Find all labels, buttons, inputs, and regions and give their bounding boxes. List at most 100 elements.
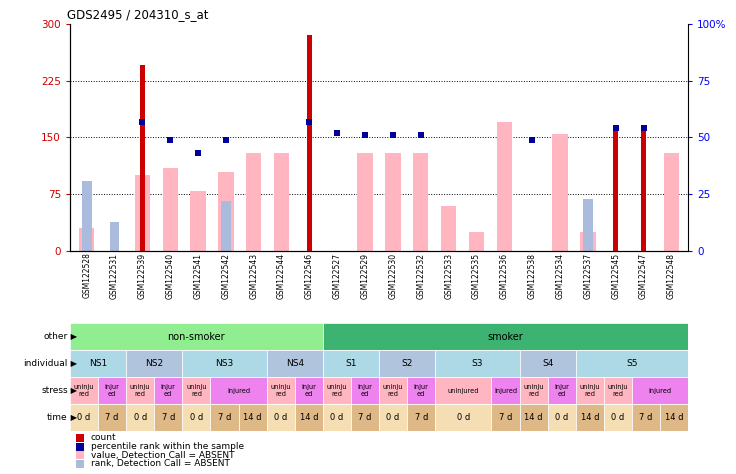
- Bar: [407, 377, 435, 404]
- Bar: [641, 126, 646, 251]
- Bar: [386, 153, 400, 251]
- Text: injur
ed: injur ed: [554, 384, 569, 397]
- Text: S4: S4: [542, 359, 553, 368]
- Bar: [126, 350, 183, 377]
- Text: ▶: ▶: [68, 359, 77, 368]
- Bar: [492, 404, 520, 431]
- Bar: [351, 404, 379, 431]
- Bar: [441, 206, 456, 251]
- Text: injur
ed: injur ed: [161, 384, 176, 397]
- Bar: [351, 377, 379, 404]
- Text: S2: S2: [401, 359, 413, 368]
- Bar: [76, 434, 83, 442]
- Bar: [379, 377, 407, 404]
- Text: NS3: NS3: [216, 359, 233, 368]
- Text: 7 d: 7 d: [499, 413, 512, 422]
- Text: smoker: smoker: [488, 332, 523, 342]
- Bar: [358, 153, 372, 251]
- Bar: [70, 377, 98, 404]
- Bar: [604, 377, 632, 404]
- Bar: [435, 350, 520, 377]
- Bar: [604, 404, 632, 431]
- Text: 14 d: 14 d: [524, 413, 543, 422]
- Bar: [492, 377, 520, 404]
- Text: injured: injured: [648, 388, 672, 394]
- Bar: [266, 404, 294, 431]
- Bar: [183, 404, 210, 431]
- Bar: [221, 201, 231, 251]
- Bar: [135, 175, 150, 251]
- Bar: [307, 35, 312, 251]
- Text: uninju
red: uninju red: [523, 384, 544, 397]
- Bar: [139, 118, 146, 125]
- Text: 0 d: 0 d: [274, 413, 287, 422]
- Text: 7 d: 7 d: [640, 413, 653, 422]
- Bar: [167, 137, 173, 143]
- Bar: [390, 132, 396, 138]
- Text: S1: S1: [345, 359, 357, 368]
- Bar: [155, 377, 183, 404]
- Text: other: other: [43, 332, 68, 341]
- Bar: [435, 404, 492, 431]
- Text: S3: S3: [472, 359, 483, 368]
- Bar: [323, 377, 351, 404]
- Text: NS4: NS4: [286, 359, 304, 368]
- Bar: [613, 126, 618, 251]
- Bar: [640, 125, 647, 131]
- Bar: [110, 222, 119, 251]
- Bar: [323, 404, 351, 431]
- Text: 14 d: 14 d: [581, 413, 599, 422]
- Bar: [210, 377, 266, 404]
- Text: 14 d: 14 d: [665, 413, 683, 422]
- Text: count: count: [91, 433, 116, 442]
- Text: ▶: ▶: [68, 386, 77, 395]
- Text: 7 d: 7 d: [105, 413, 118, 422]
- Bar: [576, 404, 604, 431]
- Text: 0 d: 0 d: [190, 413, 203, 422]
- Bar: [413, 153, 428, 251]
- Bar: [223, 137, 229, 143]
- Text: stress: stress: [41, 386, 68, 395]
- Bar: [210, 404, 238, 431]
- Bar: [70, 350, 126, 377]
- Bar: [266, 377, 294, 404]
- Bar: [362, 132, 368, 138]
- Text: value, Detection Call = ABSENT: value, Detection Call = ABSENT: [91, 451, 235, 460]
- Bar: [632, 404, 660, 431]
- Text: 0 d: 0 d: [457, 413, 470, 422]
- Text: injur
ed: injur ed: [358, 384, 372, 397]
- Bar: [183, 350, 266, 377]
- Bar: [660, 404, 688, 431]
- Bar: [435, 377, 492, 404]
- Bar: [76, 460, 83, 468]
- Text: uninju
red: uninju red: [327, 384, 347, 397]
- Text: 0 d: 0 d: [133, 413, 146, 422]
- Text: injured: injured: [494, 388, 517, 394]
- Text: 0 d: 0 d: [386, 413, 400, 422]
- Text: injur
ed: injur ed: [414, 384, 428, 397]
- Bar: [576, 350, 688, 377]
- Text: individual: individual: [24, 359, 68, 368]
- Bar: [140, 65, 145, 251]
- Text: 7 d: 7 d: [358, 413, 372, 422]
- Bar: [294, 404, 323, 431]
- Text: 0 d: 0 d: [77, 413, 91, 422]
- Text: rank, Detection Call = ABSENT: rank, Detection Call = ABSENT: [91, 459, 230, 468]
- Text: NS2: NS2: [145, 359, 163, 368]
- Bar: [576, 377, 604, 404]
- Text: 7 d: 7 d: [162, 413, 175, 422]
- Bar: [497, 122, 512, 251]
- Text: uninju
red: uninju red: [74, 384, 94, 397]
- Text: uninju
red: uninju red: [383, 384, 403, 397]
- Text: GDS2495 / 204310_s_at: GDS2495 / 204310_s_at: [67, 8, 208, 21]
- Bar: [520, 404, 548, 431]
- Bar: [70, 323, 323, 350]
- Text: 0 d: 0 d: [330, 413, 344, 422]
- Bar: [323, 350, 379, 377]
- Bar: [238, 404, 266, 431]
- Text: NS1: NS1: [89, 359, 107, 368]
- Bar: [548, 404, 576, 431]
- Bar: [266, 350, 323, 377]
- Bar: [379, 404, 407, 431]
- Bar: [76, 443, 83, 451]
